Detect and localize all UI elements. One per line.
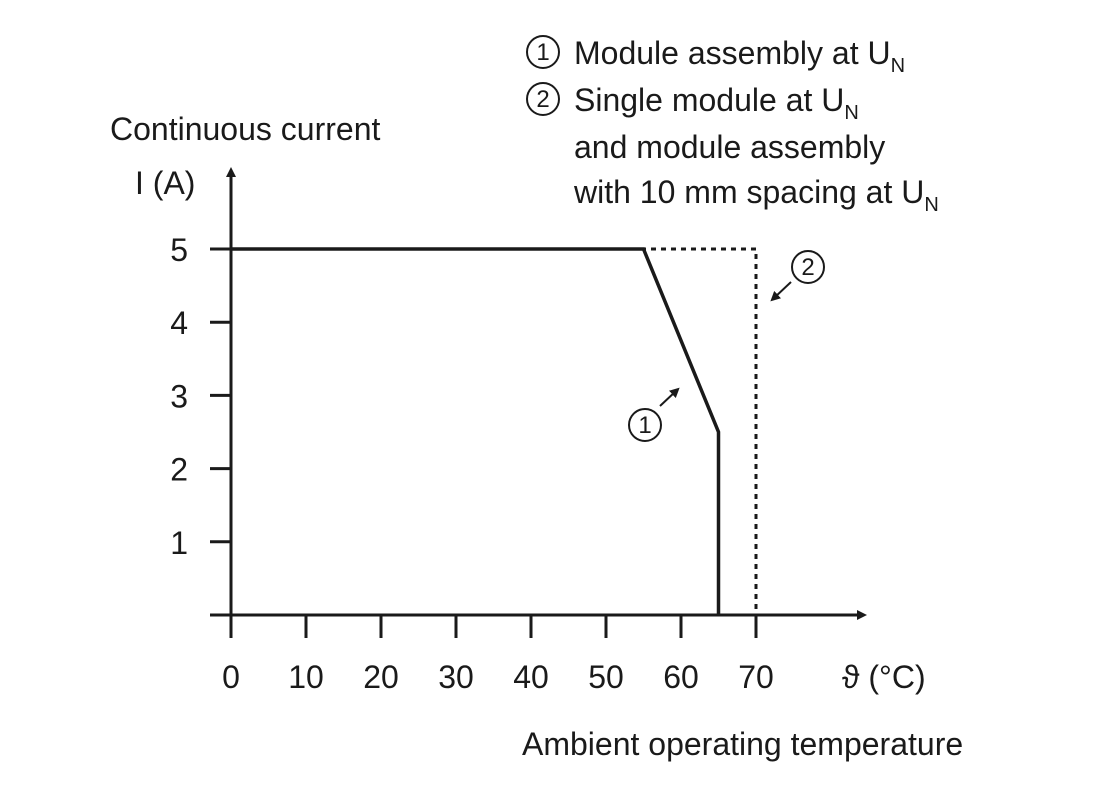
y-axis-title: Continuous current xyxy=(110,111,380,147)
legend: 1 Module assembly at UN 2 Single module … xyxy=(526,35,939,216)
series-2-line xyxy=(231,247,758,615)
series-1-line xyxy=(231,247,721,615)
y-tick-label: 4 xyxy=(170,305,188,341)
x-tick-label: 40 xyxy=(513,659,549,695)
legend-marker-1: 1 xyxy=(536,39,549,66)
legend-2-line-3: with 10 mm spacing at UN xyxy=(573,174,939,216)
legend-item-2: 2 Single module at UN and module assembl… xyxy=(526,82,939,216)
series-layer xyxy=(231,247,758,615)
callout-marker-2: 2 xyxy=(801,254,814,281)
callout-series-2: 2 xyxy=(770,250,825,302)
callout-marker-1: 1 xyxy=(638,412,651,439)
y-ticks: 1 2 3 4 5 xyxy=(170,232,231,561)
y-tick-label: 2 xyxy=(170,452,188,488)
legend-2-line-1: Single module at UN xyxy=(574,82,859,124)
callout-arrow-2 xyxy=(770,281,792,302)
y-tick-label: 3 xyxy=(170,378,188,414)
callout-arrow-1 xyxy=(659,387,680,407)
y-tick-label: 5 xyxy=(170,232,188,268)
x-tick-label: 0 xyxy=(222,659,240,695)
x-tick-label: 30 xyxy=(438,659,474,695)
x-tick-label: 20 xyxy=(363,659,399,695)
x-axis-caption: Ambient operating temperature xyxy=(522,726,963,762)
x-axis-unit-label: ϑ (°C) xyxy=(842,659,926,695)
legend-1-line-1: Module assembly at UN xyxy=(574,35,905,77)
x-tick-label: 60 xyxy=(663,659,699,695)
y-axis-unit-label: I (A) xyxy=(135,165,195,201)
x-tick-label: 10 xyxy=(288,659,324,695)
legend-item-1: 1 Module assembly at UN xyxy=(526,35,905,77)
x-tick-label: 50 xyxy=(588,659,624,695)
callout-series-1: 1 xyxy=(628,387,680,442)
x-tick-label: 70 xyxy=(738,659,774,695)
y-tick-label: 1 xyxy=(170,525,188,561)
legend-marker-2: 2 xyxy=(536,86,549,113)
legend-2-line-2: and module assembly xyxy=(574,129,885,165)
x-ticks: 0 10 20 30 40 50 60 70 xyxy=(222,615,774,695)
